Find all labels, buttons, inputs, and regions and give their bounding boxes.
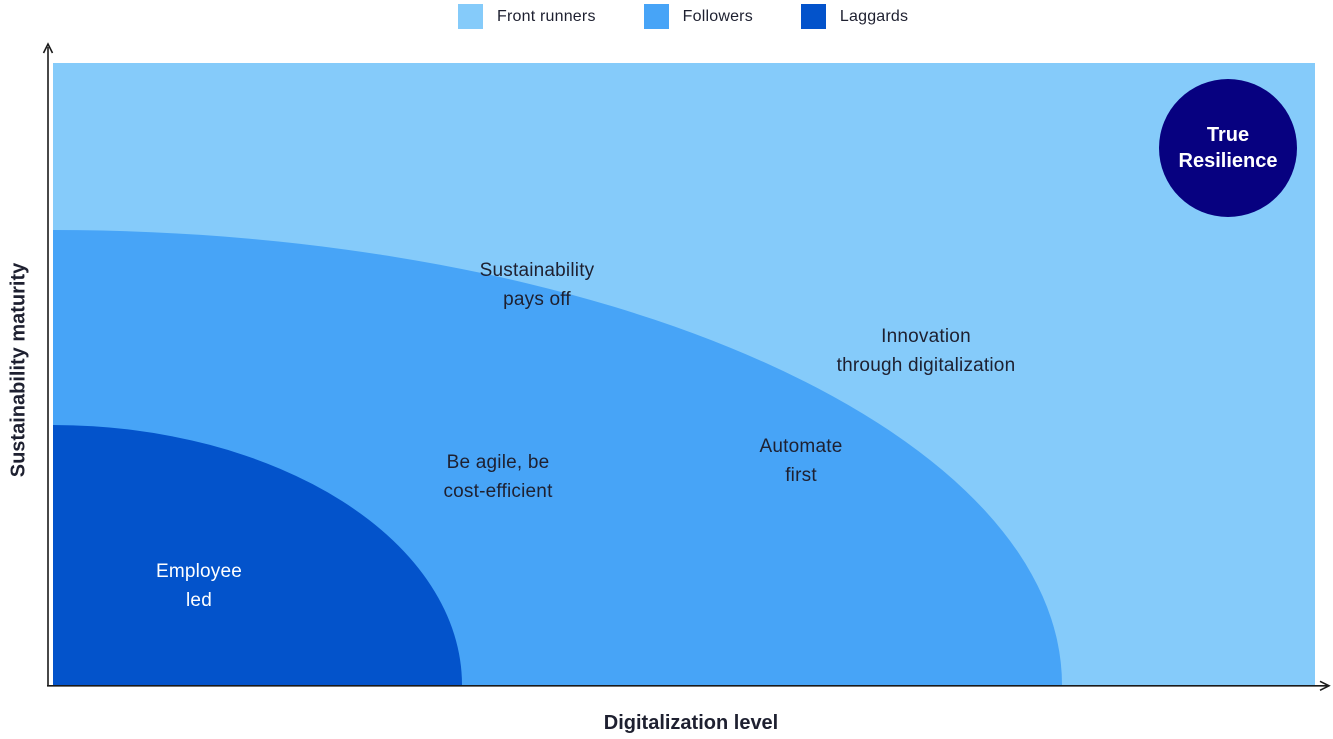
laggards-swatch-icon [800, 4, 826, 29]
laggards-area [53, 425, 462, 685]
legend-label-laggards: Laggards [839, 7, 909, 25]
x-axis-label: Digitalization level [603, 712, 779, 734]
followers-swatch-icon [643, 4, 669, 29]
zone-label-be-agile-cost-efficient: Be agile, be cost-efficient [443, 452, 553, 502]
zone-label-innovation-through-digitalization: Innovation through digitalization [836, 326, 1016, 376]
legend-item-front-runners: Front runners [458, 4, 596, 29]
zone-label-true-resilience: True Resilience [1178, 124, 1278, 172]
y-axis-label: Sustainability maturity [7, 262, 30, 478]
legend-item-followers: Followers [643, 4, 753, 29]
zone-label-sustainability-pays-off: Sustainability pays off [479, 260, 595, 310]
zone-label-automate-first: Automate first [759, 436, 843, 486]
front-runners-swatch-icon [458, 4, 483, 29]
y-axis-arrow-icon [42, 42, 54, 54]
true-resilience-circle [1159, 79, 1297, 217]
legend-label-front-runners: Front runners [497, 7, 596, 25]
zone-label-employee-led: Employee led [155, 561, 243, 611]
legend-label-followers: Followers [682, 7, 753, 25]
x-axis-arrow-icon [1319, 680, 1331, 692]
legend-item-laggards: Laggards [800, 4, 909, 29]
legend: Front runners Followers Laggards [458, 4, 908, 29]
